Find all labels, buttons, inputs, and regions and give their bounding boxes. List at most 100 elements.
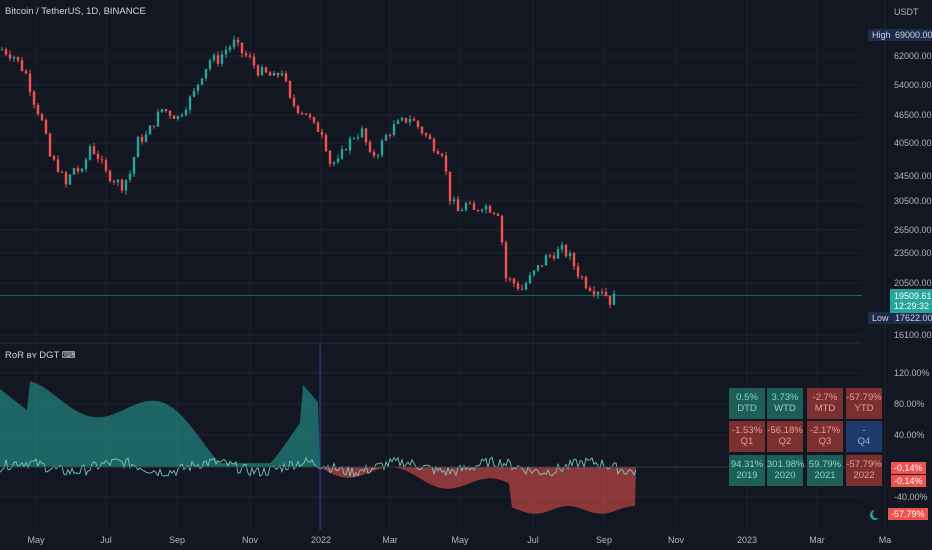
candle-body (292, 97, 296, 106)
candle-body (460, 210, 464, 212)
candle-body (328, 150, 332, 164)
candle-body (320, 131, 324, 136)
candle-body (36, 104, 40, 114)
ror-cell-wtd: 3.73% WTD (767, 388, 803, 419)
candle-body (348, 138, 352, 151)
indicator-title[interactable]: RoR ʙʏ DGT ⌨ (5, 350, 76, 361)
candle-body (60, 171, 64, 173)
candle-body (216, 55, 220, 64)
ror-cell-2020: 301.98% 2020 (767, 455, 805, 486)
high-label: High (868, 29, 895, 41)
candle-body (124, 179, 128, 191)
candle-body (456, 199, 460, 212)
candle-body (220, 54, 224, 64)
candle-body (264, 67, 268, 73)
symbol-title[interactable]: Bitcoin / TetherUS, 1D, BINANCE (5, 6, 146, 17)
indicator-tick: -40.00% (894, 492, 928, 502)
currency-label: USDT (894, 7, 919, 17)
low-label: Low (868, 312, 893, 324)
candle-body (492, 212, 496, 214)
candle-body (356, 137, 360, 139)
candle-body (448, 171, 452, 202)
candle-body (388, 134, 392, 136)
candle-body (260, 67, 264, 76)
candle-body (332, 162, 336, 164)
candle-body (256, 65, 260, 76)
price-tick: 34500.00 (894, 171, 932, 181)
candle-body (600, 291, 604, 293)
time-tick: Jul (100, 535, 112, 545)
time-tick: May (27, 535, 45, 545)
candle-body (572, 253, 576, 267)
candle-body (160, 109, 164, 112)
ror-cell-q3: -2.17% Q3 (807, 421, 843, 452)
candle-body (0, 49, 4, 51)
ror-cell-label: WTD (774, 403, 796, 414)
candle-body (24, 70, 28, 74)
last-price-tag: 19509.61 12:29:32 (890, 289, 932, 313)
candle-body (192, 90, 196, 97)
candle-body (396, 120, 400, 125)
candle-body (136, 136, 140, 158)
candle-body (248, 55, 252, 57)
ror-positive-area (0, 381, 320, 467)
candle-body (516, 283, 520, 289)
price-tick: 54000.00 (894, 80, 932, 90)
ror-cell-value: -2.7% (812, 392, 838, 403)
candle-body (272, 73, 276, 76)
ror-cell-label: 2019 (736, 470, 758, 481)
candle-body (12, 57, 16, 59)
price-tick: 30500.00 (894, 196, 932, 206)
candle-body (488, 206, 492, 213)
candle-body (304, 113, 308, 115)
chart-grid (0, 0, 886, 530)
ror-cell-q2: -56.18% Q2 (767, 421, 803, 452)
candle-body (364, 128, 368, 143)
ror-cell-label: 2020 (774, 470, 796, 481)
candle-body (552, 255, 556, 259)
ror-cell-label: 2021 (814, 470, 836, 481)
price-tick: 16100.00 (894, 330, 932, 340)
candle-body (176, 116, 180, 119)
candle-body (164, 109, 168, 112)
ror-negative-area (320, 467, 636, 514)
ror-cell-value: - (862, 425, 866, 436)
candle-body (68, 174, 72, 185)
candle-body (96, 154, 100, 160)
candle-body (452, 199, 456, 202)
price-tick: 40500.00 (894, 138, 932, 148)
time-tick: Ma (878, 535, 892, 545)
candle-body (300, 112, 304, 114)
candle-body (368, 142, 372, 152)
candle-body (204, 68, 208, 79)
price-tick: 46500.00 (894, 110, 932, 120)
indicator-tag-1: -0.14% (891, 462, 926, 474)
candle-body (504, 242, 508, 279)
ror-area (0, 381, 637, 514)
time-tick: Mar (809, 535, 825, 545)
candle-body (472, 203, 476, 210)
candle-body (16, 57, 20, 61)
time-tick: Nov (241, 535, 259, 545)
price-candles (0, 35, 616, 309)
candle-body (548, 255, 552, 257)
candle-body (80, 168, 84, 172)
candle-body (576, 266, 580, 277)
candle-body (400, 117, 404, 121)
candle-body (444, 155, 448, 172)
candle-body (184, 109, 188, 115)
candle-body (392, 124, 396, 135)
candle-body (280, 73, 284, 76)
candle-body (84, 159, 88, 169)
ror-cell-label: Q4 (857, 436, 871, 447)
candle-body (508, 278, 512, 280)
candle-body (584, 277, 588, 288)
candle-body (352, 138, 356, 140)
candle-body (232, 39, 236, 48)
candle-body (536, 265, 540, 271)
ror-cell-dtd: 0.5% DTD (729, 388, 765, 419)
indicator-tag-2: -0.14% (891, 475, 926, 487)
price-tick: 20500.00 (894, 278, 932, 288)
candle-body (496, 213, 500, 216)
